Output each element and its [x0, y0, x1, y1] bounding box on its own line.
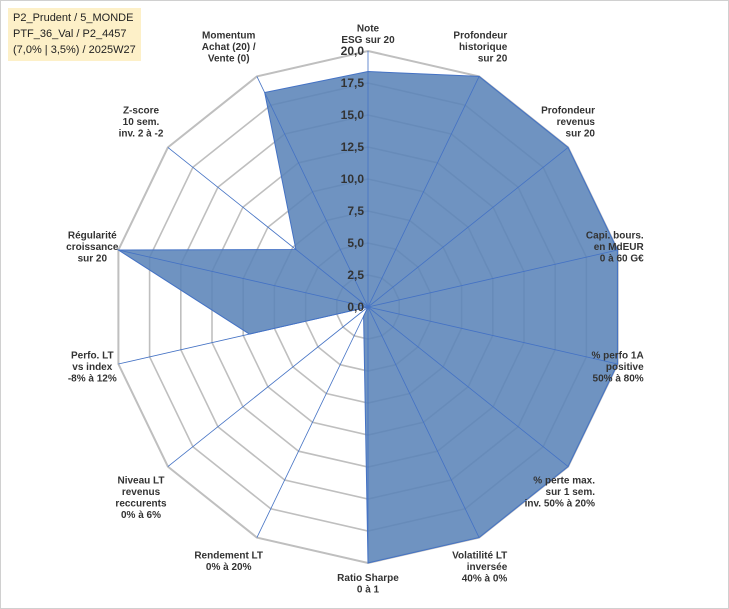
axis-label: Capi. bours. en MdEUR 0 à 60 G€	[586, 230, 645, 264]
spoke-line	[167, 306, 369, 467]
axis-label: % perte max. sur 1 sem. inv. 50% à 20%	[525, 475, 596, 509]
axis-label: Niveau LT revenus reccurents 0% à 6%	[115, 475, 167, 521]
tick-label: 15,0	[341, 108, 365, 122]
radar-spokes	[118, 51, 618, 563]
axis-label: Z-score 10 sem. inv. 2 à -2	[119, 106, 164, 140]
axis-label: % perfo 1A positive 50% à 80%	[591, 351, 644, 385]
tick-label: 17,5	[341, 76, 365, 90]
spoke-line	[367, 306, 618, 365]
spoke-line	[367, 76, 480, 308]
portfolio-info-box: P2_Prudent / 5_MONDE PTF_36_Val / P2_445…	[8, 8, 141, 61]
axis-label: Profondeur historique sur 20	[453, 31, 507, 65]
axis-label: Note ESG sur 20	[341, 24, 395, 47]
info-line-portfolio: PTF_36_Val / P2_4457	[13, 28, 127, 40]
spoke-line	[367, 306, 480, 538]
tick-label: 0,0	[347, 300, 364, 314]
spoke-line	[367, 306, 569, 467]
tick-label: 7,5	[347, 204, 364, 218]
spoke-line	[256, 76, 369, 308]
info-line-profile: P2_Prudent / 5_MONDE	[13, 12, 134, 24]
spoke-line	[167, 147, 369, 308]
tick-label: 20,0	[341, 44, 365, 58]
spoke-line	[367, 147, 569, 308]
tick-label: 10,0	[341, 172, 365, 186]
axis-label: Perfo. LT vs index -8% à 12%	[68, 351, 117, 385]
spoke-line	[367, 249, 618, 308]
axis-label: Volatilité LT inversée 40% à 0%	[452, 550, 508, 584]
tick-label: 2,5	[347, 268, 364, 282]
axis-label: Profondeur revenus sur 20	[541, 106, 595, 140]
axis-label: Momentum Achat (20) / Vente (0)	[202, 31, 256, 65]
radar-tick-labels: 0,0 2,5 5,0 7,5 10,0 12,5 15,0 17,5 20,0	[341, 44, 365, 314]
tick-label: 5,0	[347, 236, 364, 250]
axis-label: Ratio Sharpe 0 à 1	[337, 573, 399, 596]
tick-label: 12,5	[341, 140, 365, 154]
spoke-line	[118, 306, 369, 365]
spoke-line	[256, 306, 369, 538]
axis-label: Régularité croissance sur 20	[66, 230, 119, 264]
info-line-params: (7,0% | 3,5%) / 2025W27	[13, 44, 136, 56]
spoke-line	[118, 249, 369, 308]
axis-label: Rendement LT 0% à 20%	[194, 550, 263, 573]
radar-axis-labels: Note ESG sur 20 Profondeur historique sur 20…	[66, 24, 644, 596]
